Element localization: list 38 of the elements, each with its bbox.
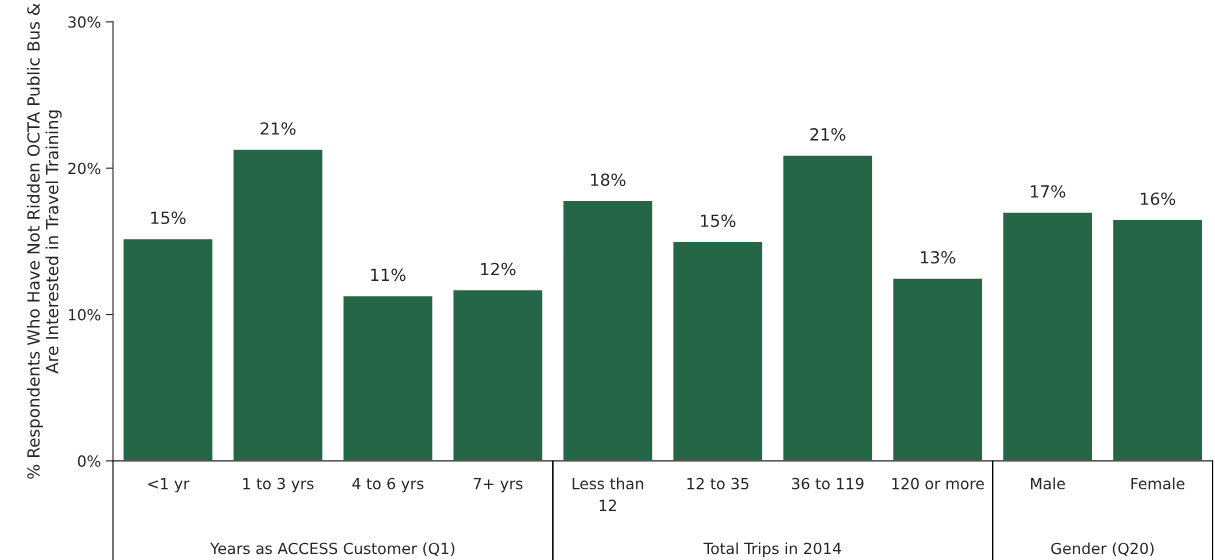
- y-tick-label: 30%: [68, 16, 101, 28]
- x-tick-label: Male: [1031, 477, 1065, 490]
- data-label: 21%: [260, 122, 296, 135]
- x-tick-label: 7+ yrs: [473, 478, 523, 493]
- data-label: 21%: [810, 128, 846, 141]
- bar: [232, 148, 324, 461]
- y-tick-label: 20%: [68, 162, 101, 175]
- bar: [1001, 211, 1094, 461]
- bar: [1111, 218, 1204, 461]
- data-label: 12%: [481, 262, 516, 276]
- y-axis-title: % Respondents Who Have Not Ridden OCTA Public Bus & Are Interested in Travel Training: [26, 3, 62, 479]
- bar: [781, 154, 874, 461]
- x-tick-label: Less than 12: [572, 477, 644, 511]
- data-label: 13%: [920, 251, 956, 264]
- text: Years as ACCESS Customer (Q1): [210, 542, 455, 556]
- bar: [671, 240, 764, 461]
- bar: [342, 294, 434, 461]
- data-label: 16%: [1140, 192, 1176, 206]
- x-tick-label: 120 or more: [892, 477, 984, 490]
- text: Total Trips in 2014: [703, 542, 842, 558]
- x-tick-label: 12 to 35: [687, 477, 749, 490]
- text: Gender (Q20): [1051, 542, 1154, 556]
- y-tick-label: 10%: [68, 309, 101, 321]
- x-tick-label: 1 to 3 yrs: [243, 477, 314, 493]
- y-tick-label: 0%: [77, 455, 101, 467]
- bar: [122, 237, 214, 461]
- data-label: 11%: [371, 268, 406, 282]
- data-label: 15%: [701, 214, 736, 228]
- x-tick-label: 4 to 6 yrs: [352, 477, 424, 493]
- data-label: 15%: [151, 211, 186, 225]
- bar: [891, 277, 984, 461]
- bar: [452, 288, 544, 461]
- x-tick-label: 36 to 119: [792, 477, 864, 490]
- data-label: 18%: [591, 173, 626, 187]
- x-tick-label: Female: [1131, 477, 1185, 490]
- data-label: 17%: [1030, 185, 1066, 198]
- x-tick-label: <1 yr: [148, 478, 190, 493]
- bar: [562, 199, 654, 461]
